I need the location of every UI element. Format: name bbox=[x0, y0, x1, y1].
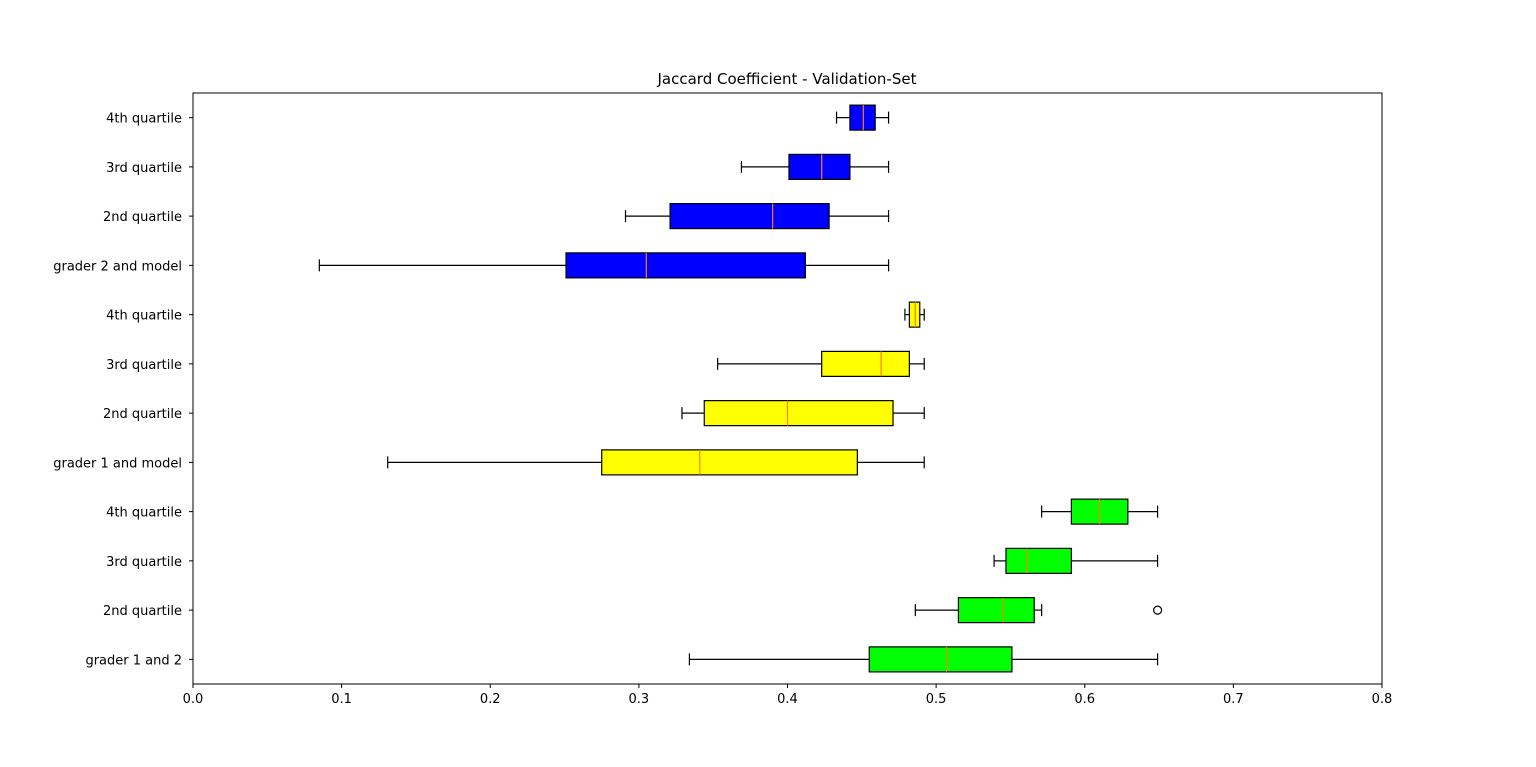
y-axis-ticks: 4th quartile 3rd quartile 2nd quartile grad… bbox=[53, 112, 193, 668]
x-tick-label: 0.0 bbox=[183, 692, 204, 707]
x-tick-label: 0.3 bbox=[629, 692, 650, 707]
box-group bbox=[993, 547, 1159, 574]
box bbox=[908, 301, 921, 328]
box bbox=[849, 104, 876, 131]
y-tick-label: 2nd quartile bbox=[103, 407, 182, 422]
y-tick-label: 3rd quartile bbox=[106, 555, 182, 570]
box-group bbox=[717, 350, 925, 377]
y-tick-label: 2nd quartile bbox=[103, 210, 182, 225]
x-tick-label: 0.2 bbox=[480, 692, 501, 707]
box-group bbox=[387, 449, 925, 476]
x-tick-label: 0.5 bbox=[926, 692, 947, 707]
box bbox=[601, 449, 858, 476]
y-tick-label: 4th quartile bbox=[106, 506, 182, 521]
box bbox=[703, 400, 894, 427]
box-group bbox=[624, 203, 890, 230]
box bbox=[565, 252, 806, 279]
box-group bbox=[835, 104, 890, 131]
box-group bbox=[1041, 498, 1159, 525]
y-tick-label: grader 1 and model bbox=[53, 456, 182, 471]
y-tick-label: 4th quartile bbox=[106, 112, 182, 127]
box bbox=[1005, 547, 1072, 574]
y-tick-label: 4th quartile bbox=[106, 309, 182, 324]
y-tick-label: grader 2 and model bbox=[53, 259, 182, 274]
x-axis-ticks: 0.0 0.1 0.2 0.3 0.4 0.5 0.6 0.7 0.8 bbox=[183, 684, 1393, 707]
x-tick-label: 0.7 bbox=[1223, 692, 1244, 707]
box-group bbox=[688, 646, 1159, 673]
x-tick-label: 0.4 bbox=[777, 692, 798, 707]
box bbox=[957, 597, 1035, 624]
outlier-point bbox=[1152, 605, 1163, 615]
x-tick-label: 0.6 bbox=[1074, 692, 1095, 707]
y-tick-label: 2nd quartile bbox=[103, 604, 182, 619]
x-tick-label: 0.8 bbox=[1372, 692, 1393, 707]
box-group bbox=[318, 252, 890, 279]
y-tick-label: 3rd quartile bbox=[106, 161, 182, 176]
plot-marks bbox=[318, 104, 1163, 673]
box-group bbox=[681, 400, 925, 427]
box-group bbox=[904, 301, 925, 328]
y-tick-label: 3rd quartile bbox=[106, 358, 182, 373]
plot-area-frame bbox=[192, 92, 1383, 685]
box bbox=[669, 203, 830, 230]
box-group bbox=[740, 153, 890, 180]
box bbox=[821, 350, 910, 377]
box bbox=[868, 646, 1013, 673]
y-tick-label: grader 1 and 2 bbox=[85, 653, 182, 668]
chart-title: Jaccard Coefficient - Validation-Set bbox=[657, 70, 917, 88]
x-tick-label: 0.1 bbox=[331, 692, 352, 707]
box-group bbox=[914, 597, 1163, 624]
box bbox=[788, 153, 851, 180]
